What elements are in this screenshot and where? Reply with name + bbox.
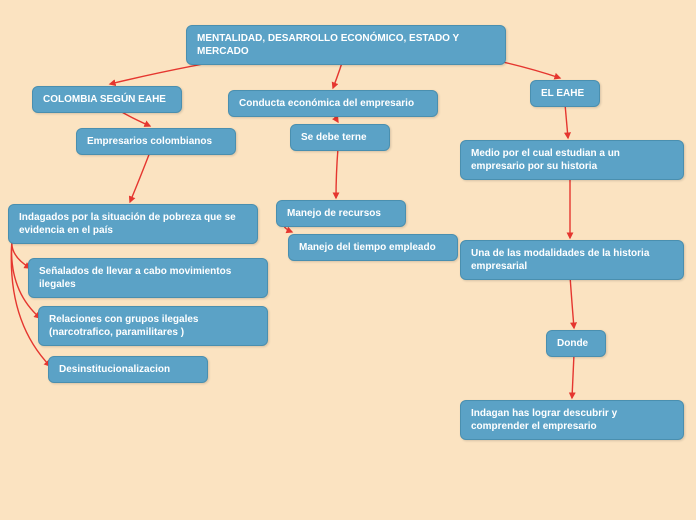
node-mantmp[interactable]: Manejo del tiempo empleado xyxy=(288,234,458,261)
node-root[interactable]: MENTALIDAD, DESARROLLO ECONÓMICO, ESTADO… xyxy=(186,25,506,65)
node-indlog[interactable]: Indagan has lograr descubrir y comprende… xyxy=(460,400,684,440)
edge-donde-indlog xyxy=(572,354,574,398)
node-rel[interactable]: Relaciones con grupos ilegales (narcotra… xyxy=(38,306,268,346)
node-eahe[interactable]: EL EAHE xyxy=(530,80,600,107)
node-manrec[interactable]: Manejo de recursos xyxy=(276,200,406,227)
edge-emp-ind xyxy=(130,152,150,202)
node-medio[interactable]: Medio por el cual estudian a un empresar… xyxy=(460,140,684,180)
node-ind[interactable]: Indagados por la situación de pobreza qu… xyxy=(8,204,258,244)
edge-sedebe-manrec xyxy=(336,148,338,198)
node-emp[interactable]: Empresarios colombianos xyxy=(76,128,236,155)
node-sen[interactable]: Señalados de llevar a cabo movimientos i… xyxy=(28,258,268,298)
node-colseg[interactable]: COLOMBIA SEGÚN EAHE xyxy=(32,86,182,113)
edge-modal-donde xyxy=(570,276,574,328)
node-donde[interactable]: Donde xyxy=(546,330,606,357)
node-modal[interactable]: Una de las modalidades de la historia em… xyxy=(460,240,684,280)
node-cond[interactable]: Conducta económica del empresario xyxy=(228,90,438,117)
edge-colseg-emp xyxy=(120,111,150,126)
node-des[interactable]: Desinstitucionalizacion xyxy=(48,356,208,383)
edge-eahe-medio xyxy=(565,104,568,138)
node-sedebe[interactable]: Se debe terne xyxy=(290,124,390,151)
